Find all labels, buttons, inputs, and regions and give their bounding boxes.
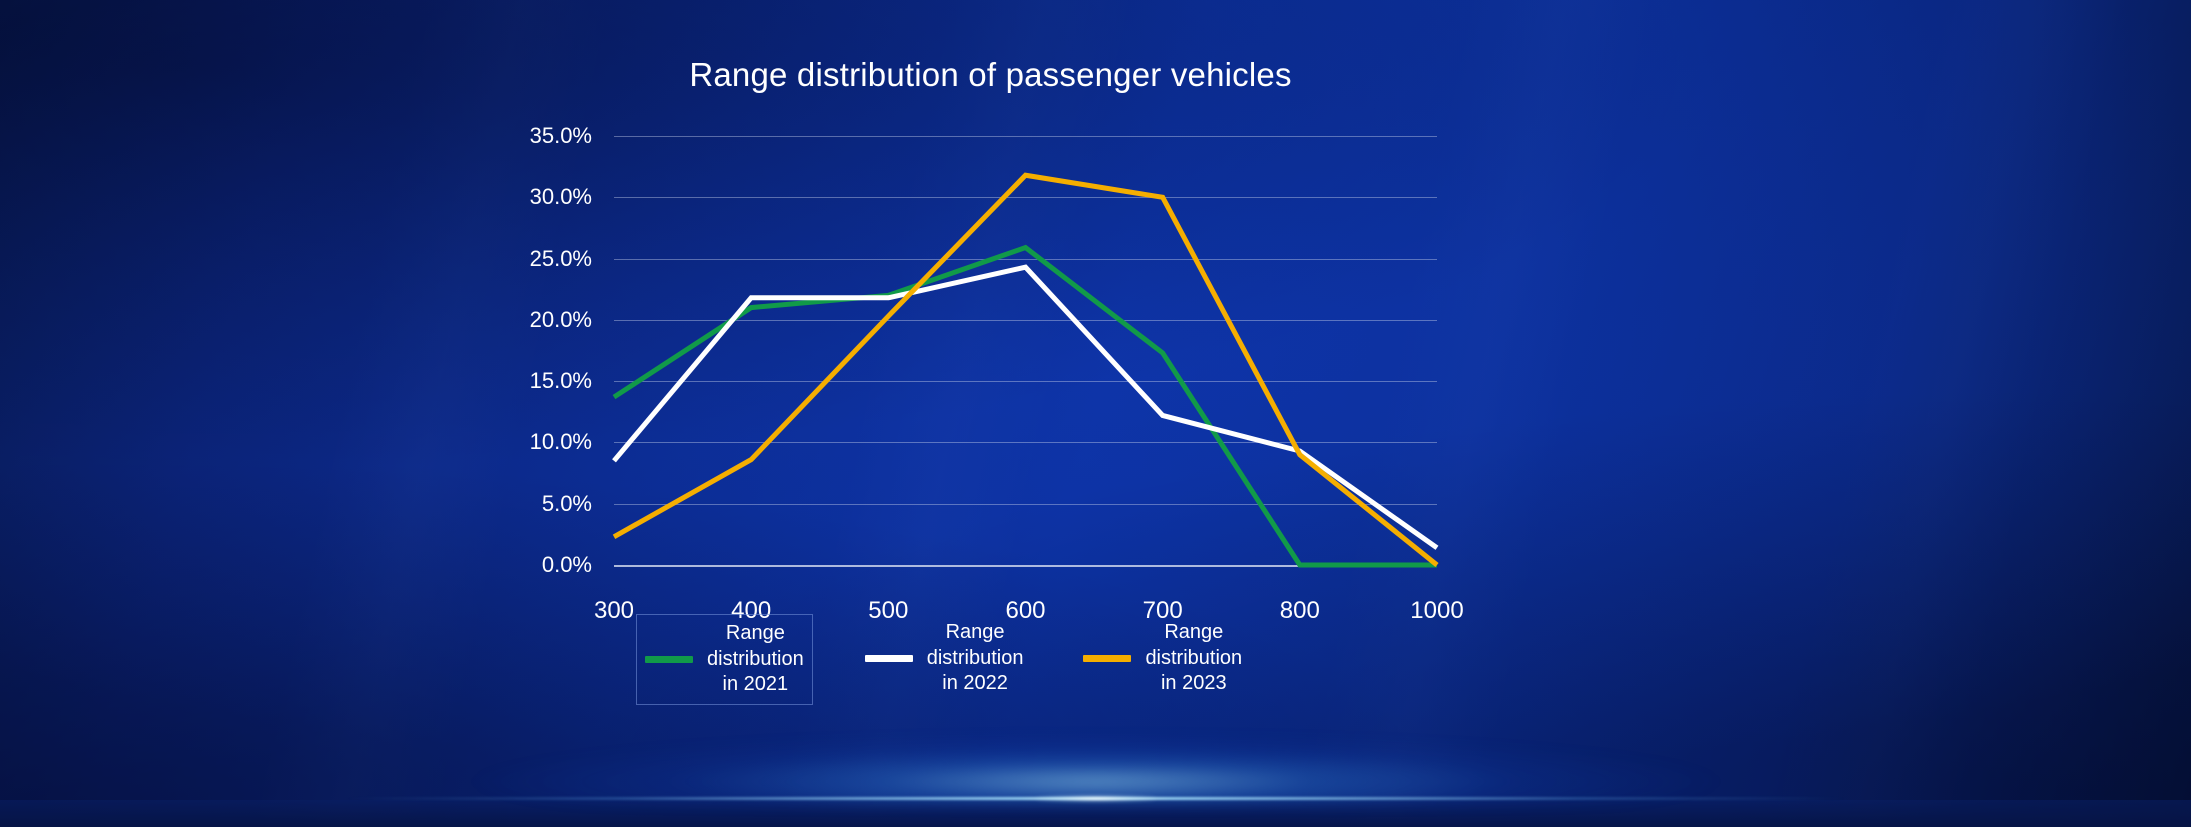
x-axis-tick-label: 800 <box>1279 597 1320 624</box>
x-axis-tick-label: 700 <box>1142 597 1183 624</box>
x-axis-line <box>614 565 1437 567</box>
x-axis-tick-label: 300 <box>593 597 635 624</box>
x-axis-tick-label: 500 <box>868 597 909 624</box>
gridline <box>614 197 1437 199</box>
legend-color-swatch <box>645 655 693 663</box>
gridline <box>614 319 1437 321</box>
y-axis-tick-label: 20.0% <box>529 306 592 332</box>
y-axis-tick-label: 10.0% <box>529 429 592 455</box>
plot-area: 0.0% 5.0% 10.0% 15.0% 20.0% 25.0% 30.0% 35.0% 3… <box>530 123 1464 624</box>
y-axis-tick-label: 25.0% <box>529 245 592 271</box>
legend-item[interactable]: Range distribution in 2021 <box>636 614 813 705</box>
x-axis-tick-label: 600 <box>1005 597 1046 624</box>
legend-item-label: Range distribution in 2023 <box>1145 621 1243 695</box>
y-axis-tick-label: 15.0% <box>529 368 592 394</box>
gridline <box>614 258 1437 260</box>
series-lines <box>612 172 1439 568</box>
legend-item[interactable]: Range distribution in 2022 <box>857 614 1032 703</box>
chart-legend: Range distribution in 2021 Range distribu… <box>614 614 1437 705</box>
chart-title: Range distribution of passenger vehicles <box>689 56 1292 93</box>
gridline <box>614 442 1437 444</box>
series-line <box>612 172 1439 567</box>
y-axis-tick-label: 35.0% <box>529 123 592 148</box>
x-axis-tick-label: 1000 <box>1410 597 1464 624</box>
gridline <box>614 381 1437 383</box>
legend-color-swatch <box>1083 654 1132 662</box>
legend-item-label: Range distribution in 2021 <box>707 622 804 696</box>
legend-item-label: Range distribution in 2022 <box>926 621 1024 695</box>
gridline <box>614 503 1437 505</box>
legend-item[interactable]: Range distribution in 2023 <box>1075 614 1250 703</box>
series-line <box>612 264 1439 550</box>
y-axis-tick-label: 0.0% <box>541 552 592 577</box>
y-axis-tick-label: 5.0% <box>541 490 592 516</box>
y-axis-tick-label: 30.0% <box>529 184 592 210</box>
legend-color-swatch <box>864 654 913 662</box>
gridline <box>614 136 1437 137</box>
series-line <box>612 244 1437 568</box>
x-axis-tick-label: 400 <box>731 597 772 624</box>
